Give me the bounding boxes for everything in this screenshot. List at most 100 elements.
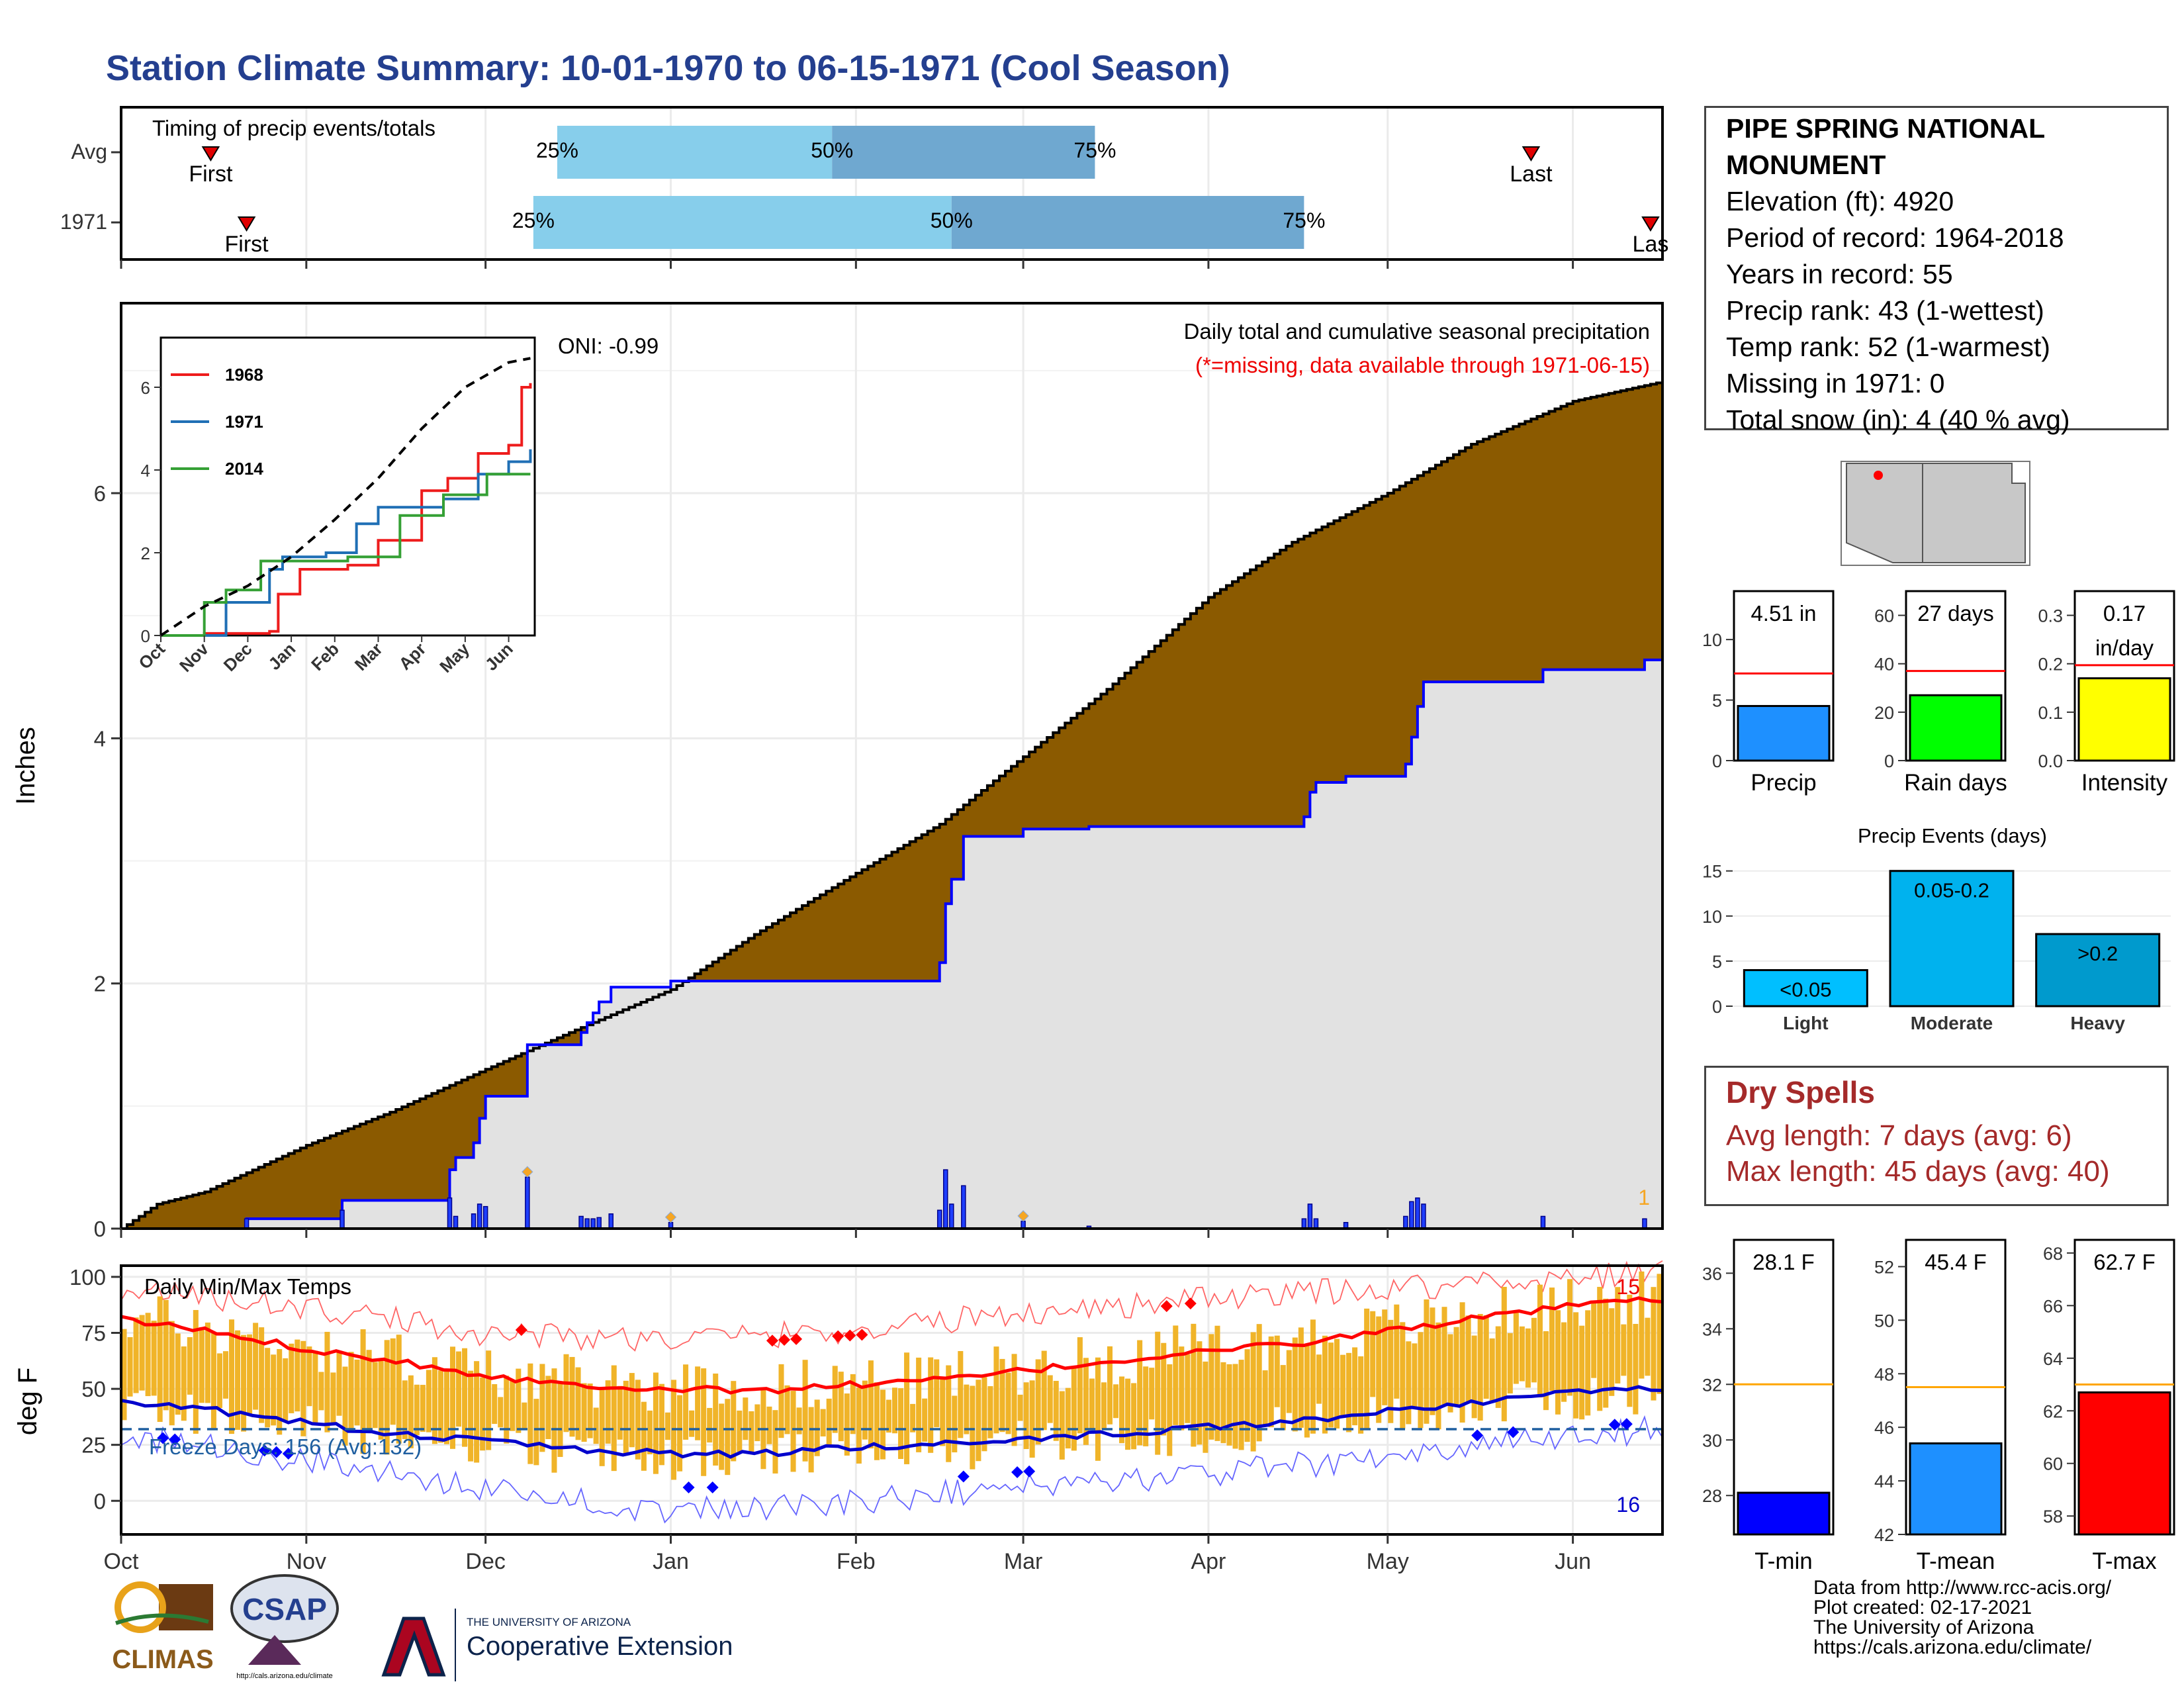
- ua-block-a-icon: [381, 1617, 446, 1677]
- temp-ytick-label: 75: [81, 1321, 106, 1346]
- daily-temp-bar: [1376, 1316, 1382, 1423]
- record-high-marker: [790, 1333, 803, 1345]
- timing-first-marker: [237, 216, 256, 232]
- temp-ytick-label: 50: [81, 1377, 106, 1401]
- daily-temp-bar: [1597, 1287, 1603, 1411]
- daily-temp-bar: [1143, 1366, 1149, 1446]
- daily-precip-bar: [1403, 1215, 1408, 1229]
- daily-temp-bar: [1639, 1271, 1645, 1379]
- daily-temp-bar: [193, 1309, 199, 1434]
- daily-temp-bar: [527, 1363, 533, 1464]
- intensity-summary-value-label: 0.17: [2103, 601, 2146, 626]
- daily-temp-bar: [1651, 1287, 1657, 1401]
- daily-temp-bar: [498, 1397, 504, 1428]
- credits: Data from http://www.rcc-acis.org/ Plot …: [1813, 1578, 2111, 1658]
- timing-first-label: First: [225, 232, 269, 257]
- temp-caption: Daily Min/Max Temps: [144, 1274, 351, 1299]
- daily-temp-bar: [617, 1385, 623, 1440]
- daily-temp-bar: [1382, 1309, 1388, 1405]
- daily-temp-bar: [175, 1333, 181, 1415]
- daily-temp-bar: [766, 1406, 772, 1444]
- daily-temp-bar: [216, 1353, 222, 1408]
- timing-pct-50: 50%: [931, 209, 973, 232]
- daily-temp-bar: [1107, 1346, 1113, 1425]
- daily-temp-bar: [904, 1352, 910, 1464]
- daily-temp-bar: [205, 1322, 210, 1403]
- daily-temp-bar: [516, 1368, 522, 1433]
- precip-events-bar: [2035, 933, 2161, 1008]
- timing-first-marker: [201, 146, 220, 162]
- daily-temp-bar: [1424, 1299, 1430, 1424]
- inset-ytick-label: 0: [141, 626, 150, 646]
- station-years: Years in record: 55: [1726, 259, 1953, 289]
- precip-summary-ytick-label: 10: [1702, 630, 1722, 650]
- timing-last-marker: [1522, 146, 1541, 162]
- daily-temp-bar: [318, 1372, 324, 1411]
- daily-temp-bar: [271, 1354, 277, 1426]
- daily-temp-bar: [701, 1368, 707, 1476]
- daily-precip-bar: [482, 1205, 488, 1229]
- timing-bar-25-50: [557, 126, 833, 179]
- current-cumulative-line: [121, 658, 1662, 1230]
- daily-temp-bar: [898, 1388, 904, 1460]
- daily-temp-bar: [133, 1317, 139, 1393]
- temp-month-label: Mar: [1004, 1549, 1043, 1574]
- daily-temp-bar: [1441, 1307, 1447, 1405]
- daily-temp-bar: [689, 1410, 695, 1437]
- precip-ytick-label: 2: [94, 972, 106, 996]
- daily-temp-bar: [437, 1370, 443, 1443]
- climas-logo-swoosh: [115, 1613, 209, 1625]
- daily-temp-bar: [295, 1339, 300, 1412]
- record-high-marker: [766, 1335, 778, 1347]
- daily-temp-bar: [1280, 1365, 1286, 1430]
- daily-temp-bar: [1519, 1326, 1525, 1382]
- daily-temp-bar: [277, 1348, 283, 1435]
- station-location-dot: [1874, 471, 1883, 480]
- avg-max-temp-line: [120, 1296, 1663, 1395]
- intensity-summary-ytick-label: 0.2: [2038, 655, 2063, 675]
- raindays-summary-bar: [1909, 694, 2003, 762]
- temp-min-summary-ytick-label: 36: [1702, 1264, 1722, 1284]
- daily-temp-bar: [1083, 1358, 1089, 1445]
- daily-temp-bar: [1226, 1364, 1232, 1446]
- daily-temp-bar: [1029, 1380, 1035, 1458]
- daily-temp-bar: [1071, 1366, 1077, 1451]
- daily-temp-bar: [1232, 1364, 1238, 1449]
- raindays-summary-label: Rain days: [1904, 770, 2007, 796]
- temp-ytick-label: 25: [81, 1433, 106, 1458]
- missing-count: 1: [1638, 1186, 1650, 1209]
- record-high-marker: [832, 1330, 844, 1342]
- daily-temp-bar: [599, 1389, 605, 1466]
- daily-temp-bar: [940, 1377, 946, 1446]
- daily-temp-bar: [664, 1412, 670, 1440]
- climas-logo: CLIMAS: [112, 1581, 214, 1674]
- daily-temp-bar: [1316, 1354, 1322, 1404]
- daily-temp-bar: [510, 1380, 516, 1431]
- daily-precip-bar: [1307, 1203, 1313, 1229]
- record-high-marker: [856, 1329, 868, 1341]
- station-temp-rank: Temp rank: 52 (1-warmest): [1726, 332, 2050, 362]
- temp-max-summary-ytick-label: 60: [2043, 1454, 2063, 1474]
- daily-temp-bar: [414, 1384, 420, 1436]
- daily-temp-bar: [1621, 1324, 1627, 1376]
- record-low-marker: [1608, 1419, 1621, 1431]
- temp-panel-bg: [121, 1266, 1662, 1534]
- record-low-marker: [1507, 1426, 1520, 1438]
- daily-temp-bar: [390, 1338, 396, 1425]
- daily-precip-bar: [1415, 1197, 1420, 1229]
- record-high-marker: [515, 1324, 527, 1336]
- credit-data-source: Data from http://www.rcc-acis.org/: [1813, 1577, 2112, 1599]
- daily-temp-bar: [814, 1399, 820, 1456]
- daily-temp-bar: [354, 1359, 360, 1426]
- record-low-marker: [1471, 1429, 1484, 1442]
- daily-temp-bar: [468, 1370, 474, 1462]
- daily-temp-bar: [1585, 1310, 1591, 1416]
- precip-events-bar: [1889, 870, 2015, 1008]
- daily-temp-bar: [504, 1376, 510, 1444]
- daily-temp-bar: [1125, 1378, 1131, 1450]
- daily-temp-bar: [533, 1399, 539, 1466]
- ua-logo-big-text: Cooperative Extension: [467, 1632, 733, 1661]
- temp-max-summary-ytick-label: 58: [2043, 1507, 2063, 1526]
- raindays-summary-ytick-label: 40: [1874, 655, 1894, 675]
- csap-logo-cloud: [230, 1574, 339, 1643]
